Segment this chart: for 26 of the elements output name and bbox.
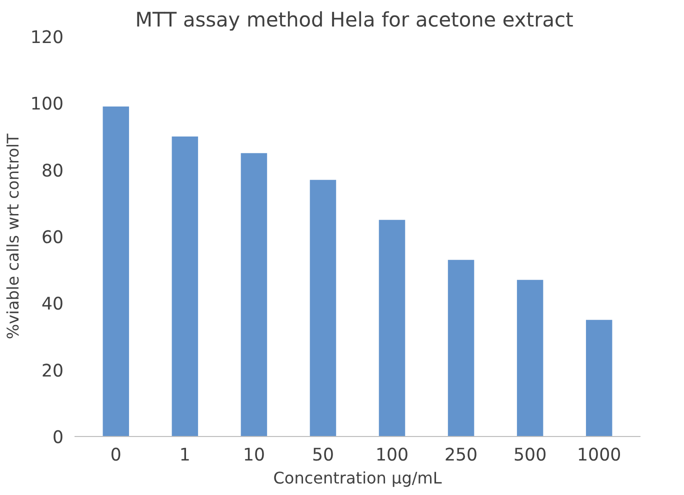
x-tick-label: 0 bbox=[110, 446, 122, 466]
x-tick-label: 500 bbox=[514, 446, 547, 466]
y-tick-label: 100 bbox=[30, 94, 64, 115]
bar bbox=[310, 180, 336, 436]
bar bbox=[586, 320, 612, 436]
x-tick-label: 250 bbox=[444, 446, 478, 466]
y-tick-label: 0 bbox=[52, 428, 64, 448]
bar bbox=[240, 153, 268, 436]
bar bbox=[378, 220, 406, 436]
y-axis-title: %viable calls wrt controlT bbox=[3, 133, 22, 340]
bar bbox=[516, 280, 544, 436]
x-tick-label: 100 bbox=[375, 446, 409, 466]
bar bbox=[102, 106, 130, 436]
chart-title: MTT assay method Hela for acetone extract bbox=[135, 8, 574, 32]
y-tick-label: 40 bbox=[41, 294, 64, 315]
x-tick-label: 1000 bbox=[577, 446, 622, 466]
y-tick-label: 20 bbox=[41, 361, 64, 382]
y-tick-label: 120 bbox=[30, 28, 64, 48]
bar bbox=[448, 260, 474, 436]
y-tick-label: 60 bbox=[41, 228, 64, 248]
x-tick-label: 1 bbox=[179, 446, 190, 466]
x-axis-title: Concentration µg/mL bbox=[273, 468, 442, 488]
bar bbox=[172, 136, 198, 436]
x-tick-label: 50 bbox=[312, 446, 334, 466]
x-tick-label: 10 bbox=[242, 446, 265, 466]
y-tick-label: 80 bbox=[41, 161, 64, 182]
